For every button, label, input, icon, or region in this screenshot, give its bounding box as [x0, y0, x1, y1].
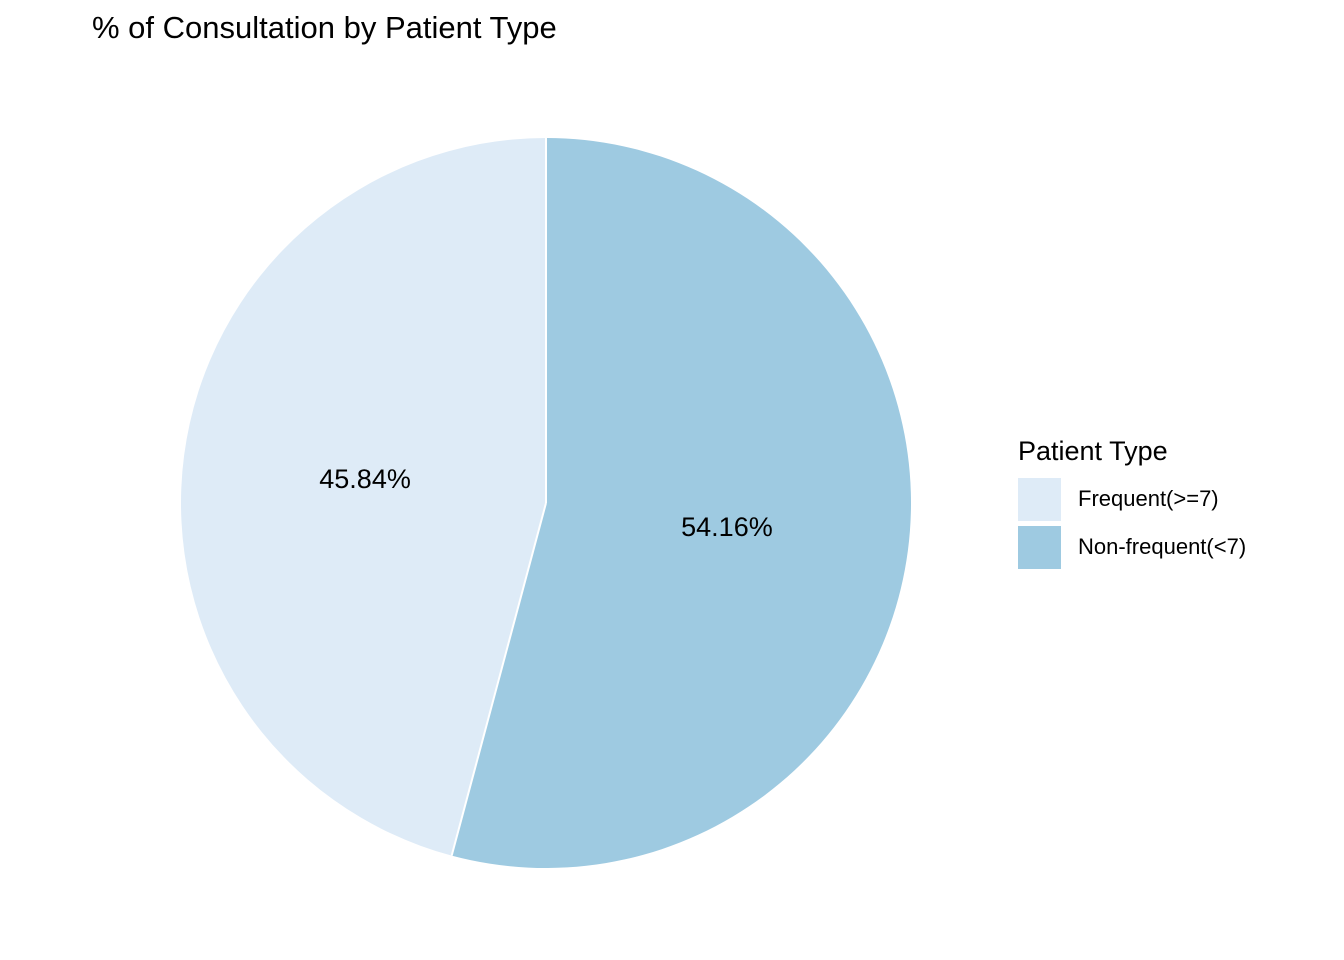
pie-slice-non-frequent-7 [451, 138, 911, 868]
slice-separator [450, 502, 547, 856]
slice-label-non-frequent-7: 54.16% [681, 512, 773, 542]
legend-item-frequent: Frequent(>=7) [1018, 476, 1246, 522]
legend-label-non-frequent: Non-frequent(<7) [1078, 534, 1247, 559]
legend-key-non-frequent [1018, 525, 1061, 569]
legend-item-non-frequent: Non-frequent(<7) [1018, 524, 1246, 570]
legend-title: Patient Type [1018, 436, 1168, 466]
legend-key-frequent [1018, 477, 1061, 521]
chart-title: % of Consultation by Patient Type [92, 10, 557, 45]
legend-label-frequent: Frequent(>=7) [1078, 486, 1219, 511]
pie-slice-frequent-7 [180, 138, 546, 856]
slice-label-frequent-7: 45.84% [319, 464, 411, 494]
legend: Patient Type Frequent(>=7) Non-frequent(… [1018, 436, 1246, 572]
